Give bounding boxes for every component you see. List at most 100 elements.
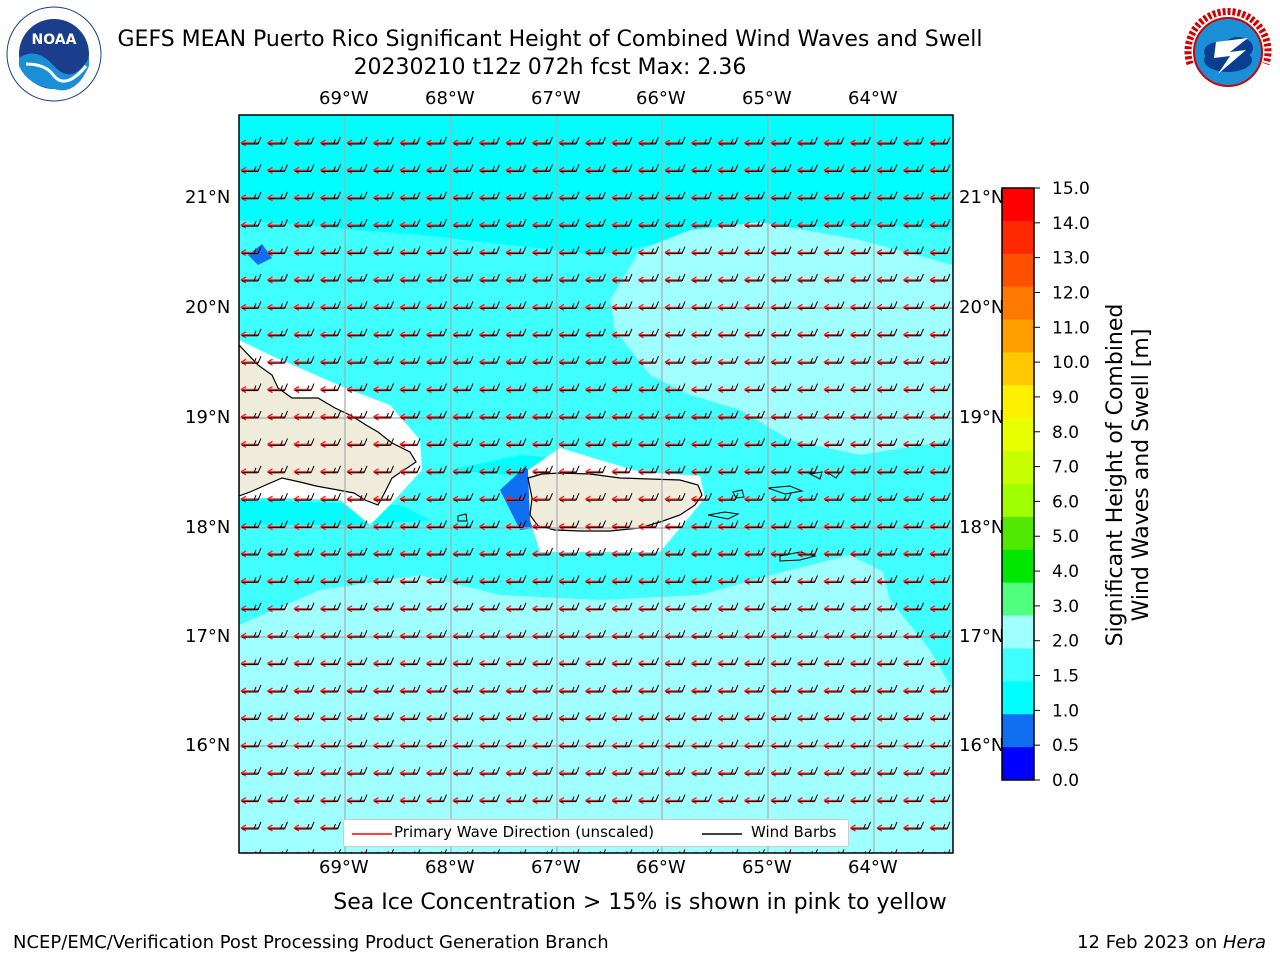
wind-barb-feather <box>916 712 924 720</box>
lat-label-right-17n: 17°N <box>959 626 1005 647</box>
wind-barb-feather <box>253 219 262 227</box>
wind-barb-feather <box>942 438 951 446</box>
wind-barb-feather <box>412 383 421 391</box>
wind-barb-feather <box>783 465 792 473</box>
wind-barb-feather <box>412 630 421 638</box>
wind-barb-feather <box>942 246 951 254</box>
wind-barb-feather <box>306 273 315 282</box>
wind-barb-feather <box>836 273 845 282</box>
wind-barb-feather <box>386 630 394 638</box>
colorbar-swatch <box>1002 188 1034 222</box>
wind-barb-feather <box>280 739 288 747</box>
wind-barb-feather <box>306 438 315 446</box>
island-st-croix <box>779 551 817 562</box>
colorbar-tick-label: 8.0 <box>1052 423 1079 443</box>
wind-barb-feather <box>359 520 368 528</box>
wind-barb-feather <box>810 712 818 720</box>
wind-barb-feather <box>280 794 288 802</box>
wind-barb-feather <box>916 602 924 610</box>
wind-barb-feather <box>942 219 951 227</box>
colorbar-swatch <box>1002 714 1034 748</box>
wind-barb-feather <box>651 136 659 145</box>
wind-barb-feather <box>810 328 818 336</box>
wind-barb-feather <box>306 821 315 830</box>
wind-barb-feather <box>704 547 712 556</box>
wind-barb-feather <box>333 136 341 145</box>
wind-barb-feather <box>598 164 606 172</box>
colorbar-tick-label: 13.0 <box>1052 249 1090 269</box>
wind-barb-feather <box>439 438 447 446</box>
wind-barb-feather <box>333 520 341 528</box>
wind-barb-feather <box>730 136 739 145</box>
wind-barb-legend-icon <box>702 833 742 835</box>
wind-barb-feather <box>889 630 898 638</box>
wind-barb-feather <box>386 383 394 391</box>
wind-barb-feather <box>730 684 739 693</box>
wind-barb-feather <box>253 410 262 419</box>
wind-barb-feather <box>783 301 792 309</box>
wind-barb-feather <box>333 273 341 282</box>
wind-barb-feather <box>863 301 871 309</box>
wind-barb-feather <box>863 767 871 775</box>
wind-barb-feather <box>545 767 553 775</box>
wind-barb-feather <box>545 465 553 473</box>
wind-barb-feather <box>916 301 924 309</box>
wind-barb-feather <box>465 273 474 282</box>
wind-barb-feather <box>598 712 606 720</box>
wind-barb-feather <box>651 602 659 610</box>
wind-barb-feather <box>518 301 527 309</box>
wind-barb-feather <box>810 410 818 419</box>
wind-barb-feather <box>863 712 871 720</box>
wind-barb-feather <box>386 767 394 775</box>
wind-barb-feather <box>306 630 315 638</box>
wind-barb-feather <box>651 520 659 528</box>
chart-title: GEFS MEAN Puerto Rico Significant Height… <box>117 27 983 52</box>
wind-barb-feather <box>439 712 447 720</box>
wind-barb-feather <box>598 246 606 254</box>
wind-barb-feather <box>757 739 765 747</box>
wind-barb-feather <box>783 219 792 227</box>
wind-barb-feather <box>359 767 368 775</box>
wind-barb-feather <box>916 657 924 665</box>
wind-barb-feather <box>942 273 951 282</box>
wind-barb-feather <box>783 547 792 556</box>
wind-barb-feather <box>624 794 633 802</box>
wind-barb-feather <box>280 602 288 610</box>
wind-barb-feather <box>306 136 315 145</box>
wind-barb-feather <box>412 356 421 364</box>
wind-barb-feather <box>730 191 739 199</box>
wind-barb-feather <box>439 739 447 747</box>
wind-barb-feather <box>598 630 606 638</box>
colorbar-tick-label: 10.0 <box>1052 353 1090 373</box>
wind-barb-feather <box>651 465 659 473</box>
wind-barb-feather <box>306 493 315 501</box>
island-virgin-1 <box>767 485 804 495</box>
wind-barb-feather <box>545 410 553 419</box>
wind-barb-feather <box>280 767 288 775</box>
wind-barb-feather <box>518 273 527 282</box>
wind-barb-feather <box>571 301 580 309</box>
wind-barb-feather <box>863 219 871 227</box>
colorbar-swatch <box>1002 220 1034 255</box>
wind-barb-feather <box>571 712 580 720</box>
wind-barb-feather <box>439 383 447 391</box>
wind-barb-feather <box>412 246 421 254</box>
wind-barb-feather <box>518 328 527 336</box>
wind-barb-feather <box>651 739 659 747</box>
wind-barb-feather <box>359 739 368 747</box>
wind-barb-feather <box>730 356 739 364</box>
lon-label-bottom-69w: 69°W <box>319 857 369 878</box>
wind-barb-feather <box>439 547 447 556</box>
wind-barb-feather <box>757 493 765 501</box>
wind-barb-feather <box>545 684 553 693</box>
wind-barb-feather <box>253 301 262 309</box>
wind-barb-feather <box>598 684 606 693</box>
wind-barb-feather <box>412 520 421 528</box>
wind-barb-feather <box>518 575 527 583</box>
wind-barb-feather <box>518 246 527 254</box>
wind-barb-feather <box>280 191 288 199</box>
wind-barb-feather <box>598 383 606 391</box>
wind-barb-feather <box>651 684 659 693</box>
wind-barb-feather <box>253 465 262 473</box>
wind-barb-feather <box>863 383 871 391</box>
